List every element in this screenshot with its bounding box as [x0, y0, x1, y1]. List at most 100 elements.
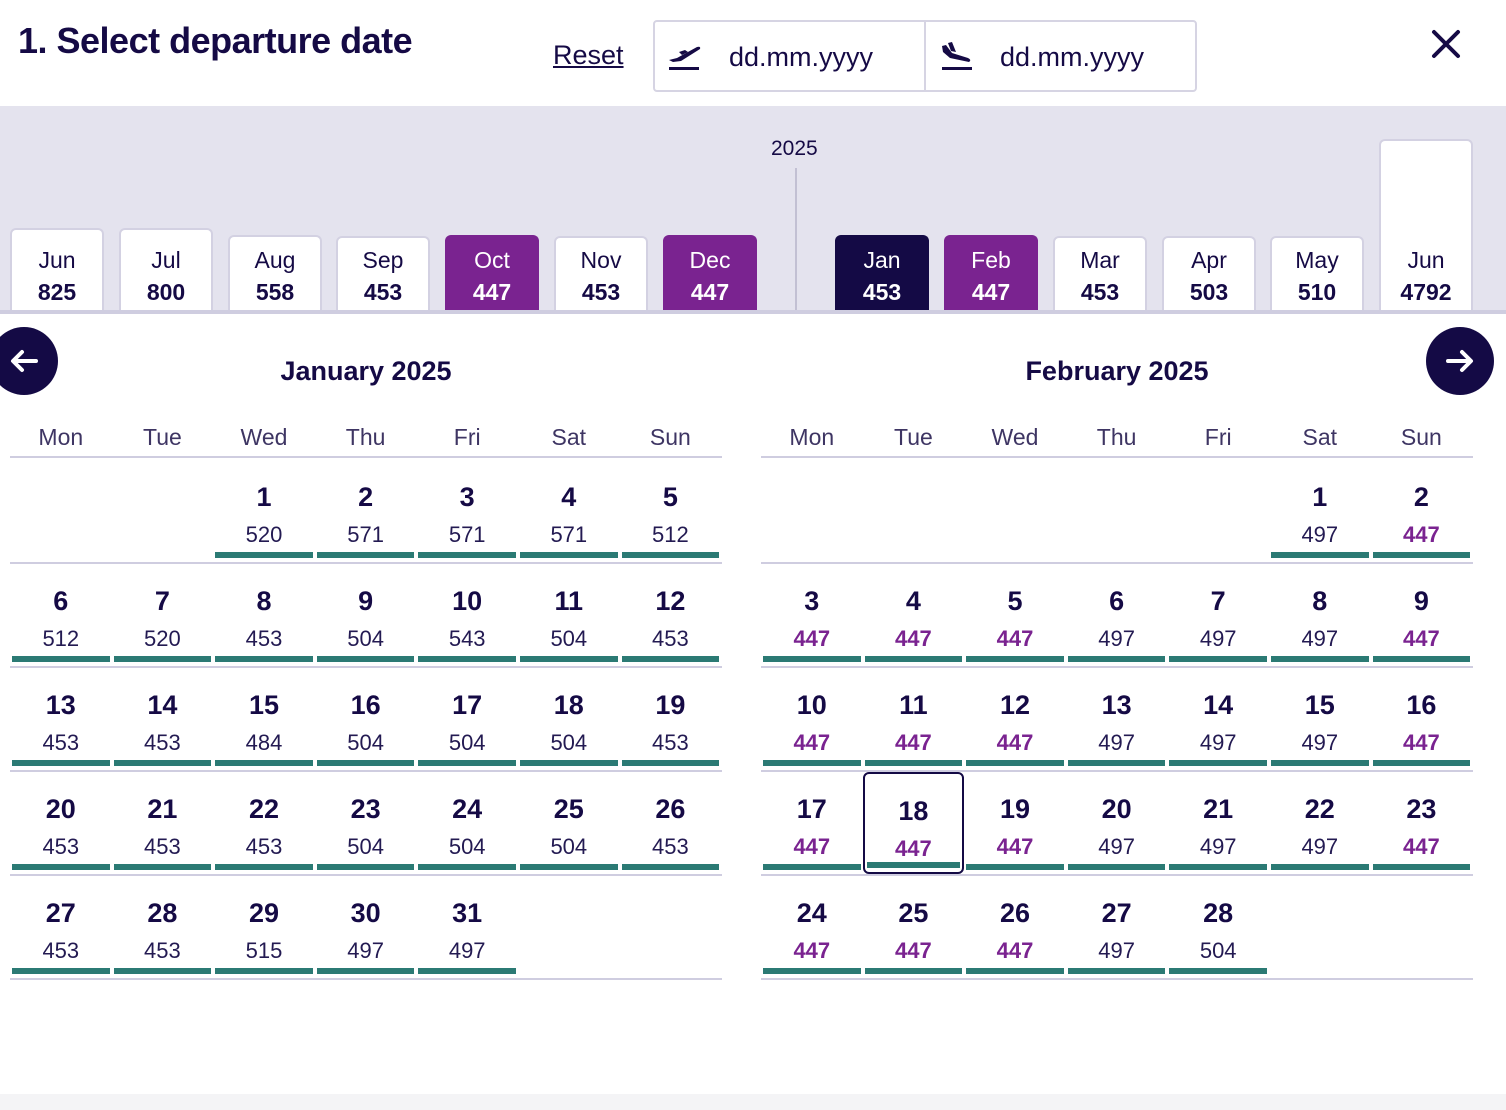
day-cell[interactable]: 27 497	[1066, 876, 1168, 978]
day-cell[interactable]: 14 497	[1167, 668, 1269, 770]
month-bar-aug[interactable]: Aug 558	[228, 235, 322, 312]
day-cell[interactable]: 22 453	[213, 772, 315, 874]
month-bar-may[interactable]: May 510	[1270, 236, 1364, 312]
day-cell[interactable]: 29 515	[213, 876, 315, 978]
day-cell[interactable]: 9 504	[315, 564, 417, 666]
day-cell[interactable]: 7 520	[112, 564, 214, 666]
day-cell[interactable]: 8 453	[213, 564, 315, 666]
weekday-label: Fri	[1204, 424, 1232, 450]
day-cell[interactable]: 25 504	[518, 772, 620, 874]
day-number: 9	[1413, 586, 1429, 616]
day-cell[interactable]: 28 504	[1167, 876, 1269, 978]
day-cell[interactable]: 21 453	[112, 772, 214, 874]
day-cell[interactable]: 31 497	[416, 876, 518, 978]
prev-month-button[interactable]	[0, 327, 58, 395]
day-cell[interactable]: 4 571	[518, 460, 620, 562]
day-cell[interactable]: 20 497	[1066, 772, 1168, 874]
day-cell[interactable]: 2 447	[1371, 460, 1473, 562]
day-cell[interactable]: 24 447	[761, 876, 863, 978]
week-separator	[10, 666, 722, 668]
day-cell[interactable]: 11 447	[863, 668, 965, 770]
day-cell[interactable]: 2 571	[315, 460, 417, 562]
day-cell[interactable]: 16 504	[315, 668, 417, 770]
day-price: 447	[996, 626, 1034, 651]
availability-bar	[1372, 552, 1471, 558]
next-month-button[interactable]	[1426, 327, 1494, 395]
day-price: 453	[245, 834, 283, 859]
day-cell[interactable]: 17 447	[761, 772, 863, 874]
day-cell[interactable]: 9 447	[1371, 564, 1473, 666]
day-cell[interactable]: 26 447	[964, 876, 1066, 978]
day-number: 3	[804, 586, 820, 616]
day-number: 13	[45, 690, 76, 720]
availability-bar	[966, 760, 1064, 766]
day-cell[interactable]: 8 497	[1269, 564, 1371, 666]
month-bar-dec[interactable]: Dec 447	[663, 235, 757, 312]
day-cell[interactable]: 15 497	[1269, 668, 1371, 770]
day-cell[interactable]: 10 447	[761, 668, 863, 770]
close-icon[interactable]	[1426, 24, 1466, 64]
day-cell[interactable]: 5 512	[620, 460, 722, 562]
day-cell[interactable]: 19 447	[964, 772, 1066, 874]
month-bar-apr[interactable]: Apr 503	[1162, 236, 1256, 312]
day-cell[interactable]: 3 571	[416, 460, 518, 562]
day-price: 447	[996, 834, 1034, 859]
return-date-value: dd.mm.yyyy	[1000, 42, 1145, 72]
day-cell[interactable]: 3 447	[761, 564, 863, 666]
day-cell[interactable]: 24 504	[416, 772, 518, 874]
month-bar-mar[interactable]: Mar 453	[1053, 236, 1147, 312]
month-bar-jul[interactable]: Jul 800	[119, 228, 213, 312]
day-cell[interactable]: 27 453	[10, 876, 112, 978]
day-cell[interactable]: 13 453	[10, 668, 112, 770]
day-cell[interactable]: 23 504	[315, 772, 417, 874]
day-cell[interactable]: 1 520	[213, 460, 315, 562]
day-cell[interactable]: 6 497	[1066, 564, 1168, 666]
availability-bar	[966, 864, 1064, 870]
month-bar-jun-2025[interactable]: Jun 4792	[1379, 139, 1473, 312]
month-bar-jun[interactable]: Jun 825	[10, 228, 104, 312]
day-cell[interactable]: 19 453	[620, 668, 722, 770]
calendar-week-row: 13 453 14 453 15 484 16 504 17 504 18 504 19 453	[10, 668, 722, 772]
reset-link[interactable]: Reset	[553, 40, 624, 70]
day-cell[interactable]: 4 447	[863, 564, 965, 666]
availability-bar	[864, 760, 963, 766]
day-cell[interactable]: 23 447	[1371, 772, 1473, 874]
day-cell[interactable]: 14 453	[112, 668, 214, 770]
day-cell[interactable]: 25 447	[863, 876, 965, 978]
day-cell[interactable]: 7 497	[1167, 564, 1269, 666]
day-price: 504	[347, 626, 384, 651]
day-cell[interactable]: 11 504	[518, 564, 620, 666]
day-price: 447	[793, 938, 831, 963]
month-bar-nov[interactable]: Nov 453	[554, 236, 648, 312]
month-bar-oct[interactable]: Oct 447	[445, 235, 539, 312]
date-fields: dd.mm.yyyy dd.mm.yyyy	[653, 20, 1197, 92]
day-cell[interactable]: 18 447	[862, 772, 965, 874]
day-cell[interactable]: 6 512	[10, 564, 112, 666]
month-bar-jan[interactable]: Jan 453	[835, 235, 929, 312]
day-cell[interactable]: 12 453	[620, 564, 722, 666]
day-cell[interactable]: 18 504	[518, 668, 620, 770]
weekday-label: Fri	[453, 424, 481, 450]
day-number: 20	[45, 794, 76, 824]
month-bar-feb[interactable]: Feb 447	[944, 235, 1038, 312]
day-cell[interactable]: 16 447	[1371, 668, 1473, 770]
day-cell[interactable]: 13 497	[1066, 668, 1168, 770]
day-price: 453	[42, 834, 80, 859]
return-date-field[interactable]: dd.mm.yyyy	[924, 22, 1195, 90]
day-cell[interactable]: 15 484	[213, 668, 315, 770]
day-cell[interactable]: 22 497	[1269, 772, 1371, 874]
day-price: 447	[793, 730, 831, 755]
day-cell[interactable]: 1 497	[1269, 460, 1371, 562]
day-cell[interactable]: 5 447	[964, 564, 1066, 666]
departure-date-field[interactable]: dd.mm.yyyy	[655, 22, 924, 90]
day-cell[interactable]: 12 447	[964, 668, 1066, 770]
month-bar-sep[interactable]: Sep 453	[336, 236, 430, 312]
availability-bar	[1067, 760, 1166, 766]
day-cell[interactable]: 26 453	[620, 772, 722, 874]
day-cell[interactable]: 10 543	[416, 564, 518, 666]
day-cell[interactable]: 28 453	[112, 876, 214, 978]
day-cell[interactable]: 17 504	[416, 668, 518, 770]
day-cell[interactable]: 21 497	[1167, 772, 1269, 874]
day-cell[interactable]: 20 453	[10, 772, 112, 874]
day-cell[interactable]: 30 497	[315, 876, 417, 978]
